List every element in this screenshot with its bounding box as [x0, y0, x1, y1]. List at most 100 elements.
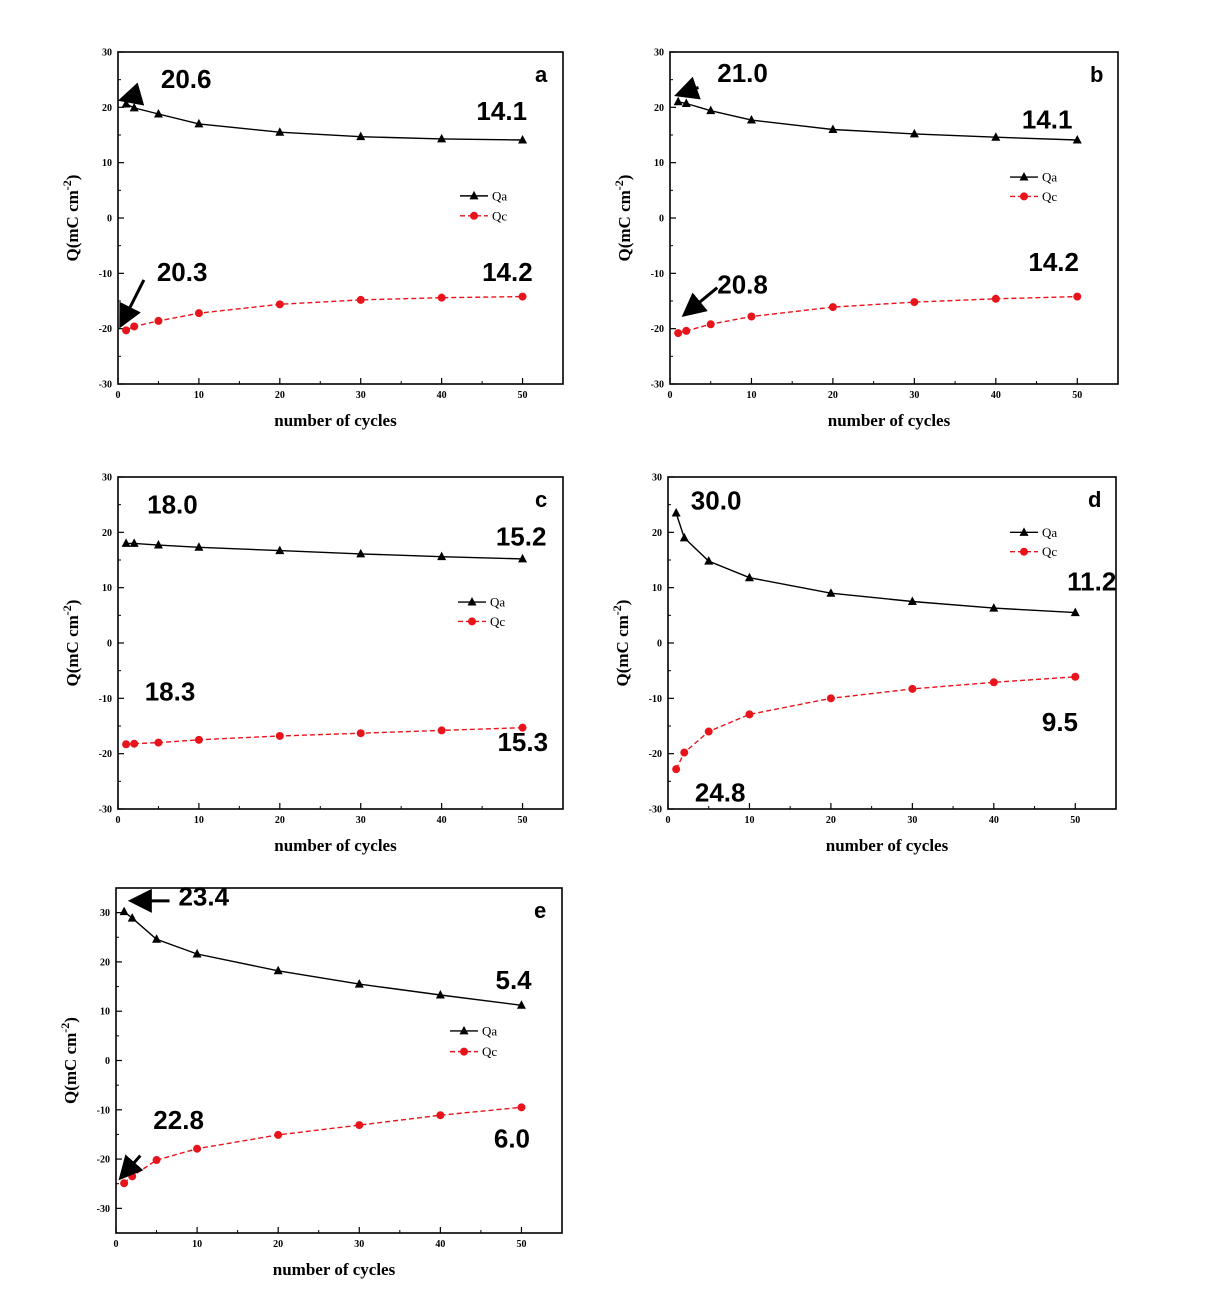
x-tick-label: 50: [1070, 815, 1080, 826]
data-point-qa: [746, 115, 756, 124]
x-tick-label: 30: [909, 390, 919, 401]
value-annotation: 14.2: [1028, 247, 1079, 277]
annotation-arrow: [674, 76, 701, 100]
y-axis-label-close: ): [61, 1017, 80, 1023]
data-point-qa: [129, 102, 139, 112]
y-tick-label: 20: [102, 528, 112, 539]
x-tick-label: 20: [826, 815, 836, 826]
data-point-qc: [682, 326, 691, 335]
data-point-qa: [1070, 607, 1080, 617]
y-tick-label: 30: [102, 48, 112, 59]
y-axis-label: Q(mC cm-2): [60, 175, 82, 262]
x-tick-label: 10: [746, 390, 756, 401]
value-annotation: 22.8: [153, 1105, 204, 1135]
x-tick-label: 10: [192, 1239, 202, 1250]
data-point-qa: [681, 98, 691, 107]
data-point-qa: [275, 545, 285, 555]
data-point-qa: [516, 1000, 526, 1009]
data-point-qc: [518, 723, 527, 732]
data-point-qc: [356, 295, 365, 304]
data-point-qc: [828, 303, 837, 312]
value-annotation: 15.2: [496, 522, 547, 552]
x-tick-label: 30: [356, 390, 366, 401]
data-point-qa: [704, 556, 714, 565]
data-point-qa: [518, 134, 528, 144]
y-axis-label-superscript: -2: [60, 180, 74, 190]
y-tick-label: 20: [654, 103, 664, 114]
series-line-qc: [675, 676, 1076, 770]
y-axis-label-close: ): [613, 600, 632, 606]
y-axis-label-superscript: -2: [610, 605, 624, 615]
data-point-qa: [744, 572, 754, 582]
y-axis-label-superscript: -2: [58, 1023, 72, 1033]
data-point-qa: [121, 538, 131, 547]
panel-letter: a: [535, 62, 548, 87]
series-line-qa: [677, 101, 1078, 141]
x-tick-label: 20: [273, 1239, 283, 1250]
data-point-qc: [437, 293, 446, 302]
data-point-qc: [908, 684, 917, 693]
y-tick-label: -30: [649, 805, 662, 816]
chart-panel-e: 0 10 20 30 40 50 -30 -20 -10 0 10 20 30 number of cyc…: [58, 881, 563, 1279]
value-annotation: 18.0: [147, 490, 198, 520]
data-point-qa: [989, 603, 999, 612]
y-tick-label: 20: [100, 957, 110, 968]
data-point-qc: [356, 729, 365, 738]
data-point-qc: [1071, 672, 1080, 681]
series-line-qc: [677, 295, 1078, 334]
x-tick-label: 20: [275, 390, 285, 401]
annotation-arrow: [119, 279, 146, 329]
y-tick-label: -10: [651, 269, 664, 280]
x-tick-label: 40: [437, 390, 447, 401]
y-axis-label-main: Q(mC cm: [63, 190, 82, 261]
data-point-qc: [704, 727, 713, 736]
data-point-qa: [354, 979, 364, 988]
legend-label-qc: Qc: [492, 208, 507, 223]
data-point-qc: [130, 739, 139, 748]
y-tick-label: 0: [107, 639, 112, 650]
data-point-qa: [121, 99, 131, 108]
y-tick-label: 20: [102, 103, 112, 114]
annotation-arrow: [118, 1154, 144, 1181]
y-axis-label-superscript: -2: [612, 180, 626, 190]
value-annotation: 9.5: [1042, 707, 1078, 737]
data-point-qc: [991, 294, 1000, 303]
x-tick-label: 20: [275, 815, 285, 826]
value-annotation: 30.0: [691, 486, 742, 516]
legend-marker-qc: [468, 617, 476, 626]
data-point-qa: [437, 551, 447, 561]
series-line-qa: [675, 512, 1076, 614]
y-tick-label: 20: [652, 528, 662, 539]
x-tick-label: 30: [356, 815, 366, 826]
data-point-qc: [745, 710, 754, 719]
y-tick-label: 30: [102, 473, 112, 484]
x-tick-label: 20: [828, 390, 838, 401]
series-line-qc: [126, 727, 523, 745]
data-point-qc: [194, 735, 203, 744]
x-tick-label: 50: [518, 390, 528, 401]
data-point-qc: [672, 765, 681, 774]
panel-letter: c: [535, 487, 547, 512]
y-axis-label: Q(mC cm-2): [610, 600, 632, 687]
data-point-qa: [275, 127, 285, 136]
data-point-qa: [356, 548, 366, 558]
data-point-qc: [706, 320, 715, 329]
y-tick-label: -30: [651, 380, 664, 391]
data-point-qc: [194, 309, 203, 318]
data-point-qa: [907, 596, 917, 605]
data-point-qa: [152, 934, 162, 943]
chart-panel-b: 0 10 20 30 40 50 -30 -20 -10 0 10 20 30 number of cyc…: [612, 48, 1119, 430]
legend-marker-qa: [467, 597, 477, 606]
data-point-qc: [436, 1111, 445, 1120]
data-point-qa: [673, 96, 683, 106]
y-tick-label: 0: [105, 1056, 110, 1067]
y-tick-label: 0: [107, 214, 112, 225]
x-axis-label: number of cycles: [274, 836, 397, 855]
value-annotation: 21.0: [717, 58, 768, 88]
data-point-qa: [437, 133, 447, 143]
y-tick-label: -10: [99, 694, 112, 705]
y-tick-label: 10: [100, 1007, 110, 1018]
data-point-qc: [437, 726, 446, 735]
value-annotation: 20.6: [161, 64, 212, 94]
data-point-qc: [910, 298, 919, 307]
